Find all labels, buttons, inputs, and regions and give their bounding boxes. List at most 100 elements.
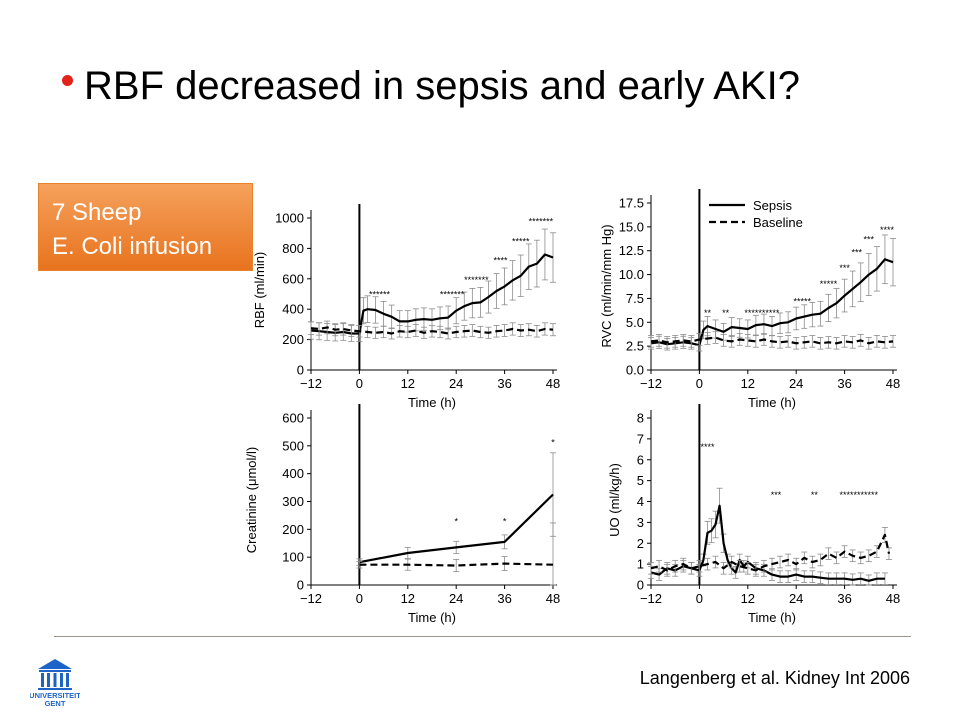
x-tick-label: 0	[356, 376, 363, 391]
y-tick-label: 15.0	[619, 219, 644, 234]
significance-marker: ****	[880, 225, 895, 235]
significance-marker: *	[503, 517, 507, 527]
significance-marker: *****	[512, 236, 530, 246]
x-tick-label: 0	[696, 376, 703, 391]
x-tick-label: 36	[497, 376, 511, 391]
y-axis-label: Creatinine (μmol/l)	[244, 447, 259, 553]
x-tick-label: −12	[300, 591, 322, 606]
significance-marker: *	[551, 437, 555, 447]
y-tick-label: 600	[282, 271, 304, 286]
x-tick-label: 36	[837, 376, 851, 391]
significance-marker: **********	[744, 308, 780, 318]
significance-marker: ***	[771, 490, 782, 500]
y-axis-label: UO (ml/kg/h)	[607, 463, 622, 537]
y-tick-label: 7.5	[626, 291, 644, 306]
y-tick-label: 400	[282, 302, 304, 317]
x-tick-label: 12	[741, 376, 755, 391]
x-tick-label: −12	[640, 376, 662, 391]
baseline-series-line	[650, 533, 891, 572]
y-tick-label: 4	[637, 494, 644, 509]
y-tick-label: 3	[637, 515, 644, 530]
y-tick-label: 500	[282, 438, 304, 453]
x-tick-label: 12	[401, 591, 415, 606]
y-tick-label: 100	[282, 550, 304, 565]
y-tick-label: 200	[282, 332, 304, 347]
x-axis-label: Time (h)	[748, 610, 796, 625]
significance-marker: *******	[464, 275, 489, 285]
legend-label: Baseline	[753, 215, 803, 230]
significance-marker: ***	[851, 248, 862, 258]
callout-line-2: E. Coli infusion	[52, 233, 213, 260]
y-tick-label: 0	[297, 578, 304, 593]
y-axis-label: RBF (ml/min)	[252, 252, 267, 329]
y-tick-label: 8	[637, 411, 644, 426]
x-tick-label: 0	[356, 591, 363, 606]
x-tick-label: 12	[401, 376, 415, 391]
significance-marker: *******	[440, 289, 465, 299]
significance-marker: ****	[700, 442, 715, 452]
y-tick-label: 10.0	[619, 267, 644, 282]
significance-marker: *******	[529, 217, 554, 227]
significance-marker: ***	[864, 234, 875, 244]
x-tick-label: −12	[300, 376, 322, 391]
y-tick-label: 1000	[275, 211, 304, 226]
logo-column	[41, 673, 44, 687]
significance-marker: *****	[820, 279, 838, 289]
x-tick-label: 48	[546, 376, 560, 391]
x-tick-label: 0	[696, 591, 703, 606]
x-tick-label: 12	[741, 591, 755, 606]
y-tick-label: 2.5	[626, 339, 644, 354]
x-axis-label: Time (h)	[408, 395, 456, 410]
x-tick-label: 48	[546, 591, 560, 606]
y-tick-label: 6	[637, 452, 644, 467]
chart-top-right: 0.0 2.5 5.0 7.5 10.0 12.5 15.0 17.5 −12 0 12 24 36 48…	[599, 189, 900, 410]
legend-label: Sepsis	[753, 198, 793, 213]
significance-marker: **	[722, 308, 730, 318]
significance-marker: ******	[369, 289, 391, 299]
y-axis-label: RVC (ml/min/mm Hg)	[599, 224, 614, 347]
logo-roof	[38, 659, 72, 669]
university-logo-icon: UNIVERSITEIT GENT	[30, 659, 80, 707]
y-tick-label: 12.5	[619, 243, 644, 258]
y-tick-label: 7	[637, 431, 644, 446]
sepsis-series-line	[310, 253, 554, 335]
significance-marker: **	[811, 490, 819, 500]
x-tick-label: 24	[449, 591, 463, 606]
logo-text-line-1: UNIVERSITEIT	[30, 691, 80, 700]
y-tick-label: 0.0	[626, 363, 644, 378]
y-tick-label: 0	[297, 363, 304, 378]
x-tick-label: 36	[497, 591, 511, 606]
y-tick-label: 5	[637, 473, 644, 488]
logo-base	[38, 688, 72, 690]
significance-marker: ****	[494, 255, 509, 265]
x-tick-label: 48	[886, 591, 900, 606]
logo-column	[47, 673, 50, 687]
y-tick-label: 2	[637, 536, 644, 551]
callout-line-1: 7 Sheep	[52, 199, 142, 226]
title-row: RBF decreased in sepsis and early AKI?	[62, 66, 800, 106]
x-axis-label: Time (h)	[748, 395, 796, 410]
sepsis-series-line	[650, 504, 885, 582]
logo-column	[60, 673, 63, 687]
y-tick-label: 17.5	[619, 196, 644, 211]
y-tick-label: 5.0	[626, 315, 644, 330]
sepsis-series-line	[650, 258, 894, 347]
y-tick-label: 0	[637, 578, 644, 593]
x-tick-label: 24	[449, 376, 463, 391]
y-tick-label: 800	[282, 241, 304, 256]
significance-marker: *	[454, 517, 458, 527]
x-axis-label: Time (h)	[408, 610, 456, 625]
y-tick-label: 600	[282, 411, 304, 426]
x-tick-label: −12	[640, 591, 662, 606]
y-tick-label: 400	[282, 466, 304, 481]
logo-column	[66, 673, 69, 687]
logo-lintel	[39, 670, 71, 672]
logo-text-line-2: GENT	[45, 699, 66, 707]
significance-marker: ***********	[839, 490, 878, 500]
x-tick-label: 36	[837, 591, 851, 606]
bullet-icon	[62, 74, 73, 86]
